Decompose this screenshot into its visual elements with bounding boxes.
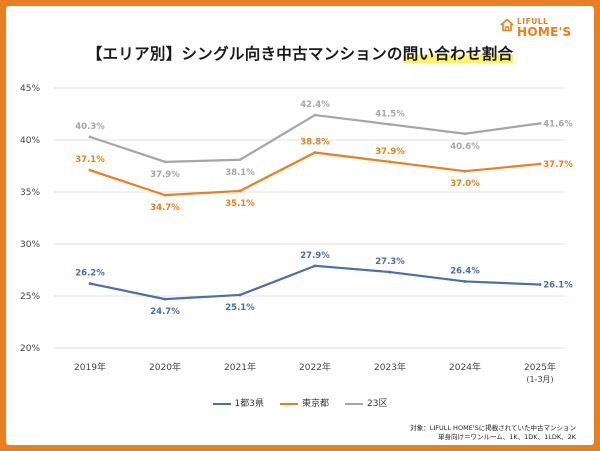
legend-label: 東京都 <box>301 399 329 409</box>
data-point <box>463 169 467 173</box>
y-tick-label: 35% <box>20 188 40 198</box>
logo-text-homes: HOME'S <box>517 25 572 39</box>
x-tick-label: 2020年 <box>149 361 181 373</box>
data-label: 41.6% <box>543 119 573 129</box>
data-label: 42.4% <box>300 100 330 110</box>
lifull-homes-logo[interactable]: LIFULL HOME'S <box>500 16 574 44</box>
x-tick-label: 2023年 <box>374 361 406 373</box>
logo-text-lifull: LIFULL <box>517 17 549 26</box>
data-label: 40.6% <box>450 142 480 152</box>
y-tick-label: 40% <box>20 136 40 146</box>
legend-item-2: 東京都 <box>279 396 329 409</box>
data-point <box>388 270 392 274</box>
legend-label: 1都3県 <box>234 399 264 409</box>
data-label: 37.1% <box>75 155 105 165</box>
data-point <box>313 151 317 154</box>
x-tick-sublabel: (1-3月) <box>526 375 553 384</box>
line-chart: 20% 25% 30% 35% 40% 45% 2019年 2020年 2021年 2022年 20… <box>20 84 573 384</box>
data-point <box>88 282 92 285</box>
data-point <box>463 280 467 283</box>
chart-title: 【エリア別】シングル向き中古マンションの問い合わせ割合 <box>6 42 594 64</box>
data-point <box>88 168 92 172</box>
legend-item-1: 1都3県 <box>212 396 264 409</box>
legend-swatch <box>212 402 231 405</box>
data-point <box>313 113 317 117</box>
data-label: 26.1% <box>543 281 573 291</box>
data-point <box>538 283 542 286</box>
x-tick-label: 2021年 <box>224 361 256 373</box>
data-label: 25.1% <box>225 303 255 313</box>
x-tick-label: 2025年 <box>524 361 556 373</box>
data-label: 37.0% <box>450 179 480 189</box>
legend-label: 23区 <box>367 399 388 409</box>
x-tick-label: 2022年 <box>299 361 331 373</box>
data-point <box>238 189 242 193</box>
data-point <box>163 297 167 301</box>
legend-swatch <box>345 402 363 405</box>
data-label: 27.3% <box>375 257 405 267</box>
x-tick-label: 2024年 <box>449 361 481 373</box>
y-tick-label: 20% <box>20 344 40 354</box>
data-point <box>538 121 542 125</box>
data-label: 24.7% <box>150 307 180 317</box>
data-label: 40.3% <box>75 122 105 132</box>
x-tick-label: 2019年 <box>74 361 106 373</box>
data-label: 37.9% <box>150 170 180 180</box>
footnote-line-1: 対象：LIFULL HOME'Sに掲載されていた中古マンション <box>410 424 576 432</box>
data-point <box>88 135 92 139</box>
chart-title-main: 【エリア別】シングル向き中古マンションの <box>86 45 403 63</box>
data-label: 27.9% <box>300 251 330 261</box>
legend-item-3: 23区 <box>345 396 387 409</box>
y-tick-label: 30% <box>20 240 40 250</box>
legend-swatch <box>279 402 298 405</box>
data-label: 38.1% <box>225 168 255 178</box>
data-point <box>388 160 392 164</box>
data-point <box>313 264 317 268</box>
chart-legend: 1都3県 東京都 23区 <box>6 396 594 409</box>
data-point <box>163 160 167 164</box>
data-point <box>238 293 242 297</box>
chart-card: LIFULL HOME'S 【エリア別】シングル向き中古マンションの問い合わせ割… <box>6 6 594 445</box>
data-label: 41.5% <box>375 109 405 119</box>
y-tick-label: 45% <box>20 84 40 94</box>
data-point <box>163 193 167 197</box>
data-point <box>538 162 542 166</box>
data-label: 35.1% <box>225 199 255 209</box>
data-label: 26.4% <box>450 266 480 276</box>
footnote-line-2: 単身向け＝ワンルーム、1K、1DK、1LDK、2K <box>437 433 576 441</box>
house-icon <box>500 18 514 32</box>
footnote: 対象：LIFULL HOME'Sに掲載されていた中古マンション 単身向け＝ワンル… <box>410 424 576 442</box>
data-label: 37.9% <box>375 147 405 157</box>
data-point <box>238 158 242 162</box>
data-point <box>463 132 467 136</box>
chart-title-highlight: 問い合わせ割合 <box>402 45 514 63</box>
data-label: 38.8% <box>300 137 330 147</box>
y-tick-label: 25% <box>20 292 40 302</box>
data-label: 26.2% <box>75 269 105 279</box>
data-label: 34.7% <box>150 203 180 213</box>
data-point <box>388 123 392 126</box>
data-label: 37.7% <box>543 160 573 170</box>
